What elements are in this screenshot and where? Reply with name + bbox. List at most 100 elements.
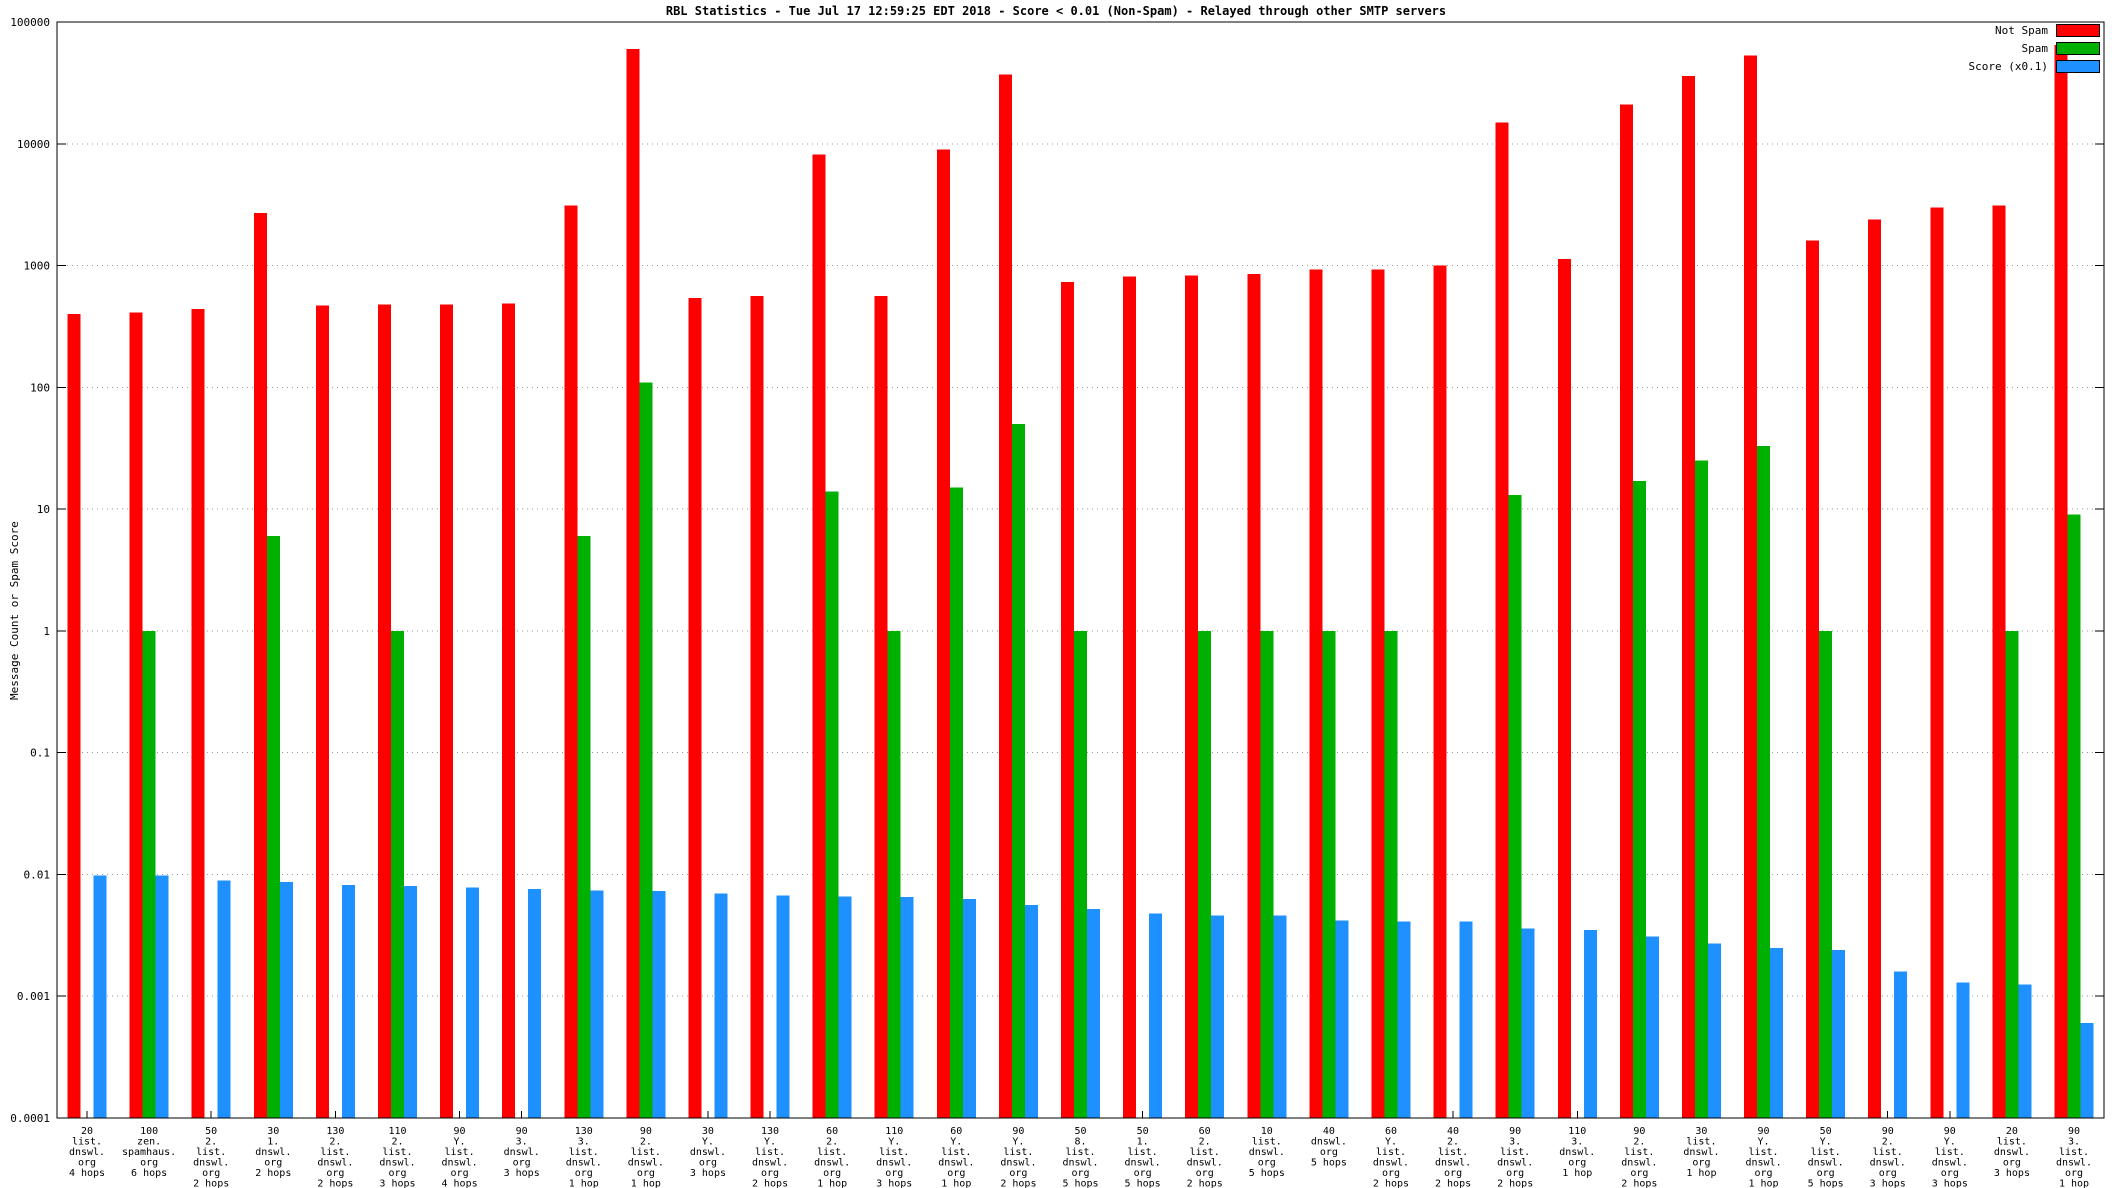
- x-axis-label: 90 Y. list. dnswl. org 1 hop: [1745, 1126, 1781, 1188]
- bar-score-x0-1: [776, 895, 790, 1118]
- chart-title: RBL Statistics - Tue Jul 17 12:59:25 EDT…: [665, 4, 1447, 18]
- bar-spam: [2005, 630, 2019, 1118]
- y-tick-label: 0.1: [30, 747, 50, 760]
- x-axis-label: 50 Y. list. dnswl. org 5 hops: [1808, 1126, 1844, 1188]
- x-axis-label: 110 Y. list. dnswl. org 3 hops: [876, 1126, 912, 1188]
- bar-not-spam: [874, 296, 888, 1118]
- bar-score-x0-1: [652, 891, 666, 1118]
- x-axis-label: 60 2. list. dnswl. org 1 hop: [814, 1126, 850, 1188]
- x-axis-label: 90 3. dnswl. org 3 hops: [504, 1126, 540, 1179]
- bar-not-spam: [2054, 44, 2068, 1119]
- bar-not-spam: [315, 305, 329, 1118]
- bar-spam: [887, 630, 901, 1118]
- legend-label-score: Score (x0.1): [1968, 60, 2048, 73]
- bar-not-spam: [1619, 104, 1633, 1118]
- bar-score-x0-1: [1770, 947, 1784, 1118]
- bar-not-spam: [1557, 259, 1571, 1118]
- bar-not-spam: [1371, 269, 1385, 1118]
- bar-not-spam: [440, 304, 454, 1118]
- bar-score-x0-1: [155, 875, 169, 1118]
- legend-swatch-spam: [2056, 42, 2100, 55]
- bar-spam: [1694, 460, 1708, 1118]
- x-axis-label: 10 list. dnswl. org 5 hops: [1249, 1126, 1285, 1179]
- bar-score-x0-1: [1583, 929, 1597, 1118]
- bar-spam: [577, 536, 591, 1118]
- bar-score-x0-1: [2080, 1023, 2094, 1118]
- bar-score-x0-1: [341, 884, 355, 1118]
- x-axis-label: 90 2. list. dnswl. org 2 hops: [1621, 1126, 1657, 1188]
- bar-spam: [1260, 630, 1274, 1118]
- y-tick-label: 100000: [10, 16, 50, 29]
- x-axis-label: 90 Y. list. dnswl. org 2 hops: [1000, 1126, 1036, 1188]
- legend-label-not-spam: Not Spam: [1995, 24, 2048, 37]
- bar-spam: [1074, 630, 1087, 1118]
- y-tick-label: 1: [43, 625, 50, 638]
- x-axis-label: 40 dnswl. org 5 hops: [1311, 1126, 1347, 1169]
- bar-not-spam: [998, 74, 1012, 1118]
- bar-score-x0-1: [1087, 909, 1100, 1118]
- y-tick-label: 1000: [24, 260, 51, 273]
- bar-not-spam: [1247, 274, 1261, 1118]
- y-tick-label: 10: [37, 503, 50, 516]
- bar-spam: [266, 536, 280, 1118]
- bar-not-spam: [502, 303, 516, 1118]
- bar-not-spam: [253, 213, 267, 1119]
- bar-score-x0-1: [466, 887, 480, 1118]
- x-axis-label: 30 Y. dnswl. org 3 hops: [690, 1126, 726, 1179]
- bar-score-x0-1: [1832, 949, 1846, 1118]
- bar-not-spam: [1185, 275, 1199, 1118]
- bar-not-spam: [129, 312, 143, 1119]
- bar-score-x0-1: [714, 893, 728, 1118]
- bar-score-x0-1: [1459, 921, 1473, 1118]
- x-axis-label: 30 list. dnswl. org 1 hop: [1683, 1126, 1719, 1179]
- x-axis-label: 130 Y. list. dnswl. org 2 hops: [752, 1126, 788, 1188]
- bar-not-spam: [1744, 55, 1758, 1119]
- bar-score-x0-1: [279, 881, 293, 1118]
- bar-score-x0-1: [1956, 982, 1970, 1118]
- x-axis-label: 60 Y. list. dnswl. org 1 hop: [938, 1126, 974, 1188]
- bar-not-spam: [626, 49, 640, 1119]
- legend-swatch-score: [2056, 60, 2100, 73]
- bar-not-spam: [1433, 265, 1447, 1118]
- bar-score-x0-1: [2018, 984, 2032, 1118]
- x-axis-label: 60 2. list. dnswl. org 2 hops: [1187, 1126, 1223, 1188]
- legend-label-spam: Spam: [2021, 42, 2049, 55]
- bar-spam: [2067, 514, 2081, 1118]
- bar-spam: [949, 487, 963, 1118]
- y-tick-label: 100: [30, 381, 50, 394]
- bar-spam: [1011, 423, 1025, 1119]
- bar-not-spam: [1061, 282, 1074, 1118]
- y-tick-label: 0.001: [17, 990, 50, 1003]
- x-axis-label: 110 2. list. dnswl. org 3 hops: [379, 1126, 415, 1188]
- x-axis-label: 90 2. list. dnswl. org 1 hop: [628, 1126, 664, 1188]
- bar-not-spam: [1309, 269, 1323, 1118]
- bar-not-spam: [750, 296, 764, 1118]
- x-axis-label: 50 8. list. dnswl. org 5 hops: [1062, 1126, 1098, 1188]
- bar-not-spam: [936, 149, 950, 1118]
- bar-not-spam: [1123, 276, 1137, 1118]
- bar-score-x0-1: [1273, 915, 1287, 1118]
- bar-not-spam: [1681, 76, 1695, 1119]
- bar-score-x0-1: [590, 890, 604, 1118]
- bar-not-spam: [1495, 122, 1509, 1118]
- bar-spam: [390, 630, 404, 1118]
- y-tick-label: 0.0001: [10, 1112, 50, 1125]
- bar-score-x0-1: [838, 896, 852, 1118]
- y-tick-label: 0.01: [24, 868, 51, 881]
- legend-swatch-not-spam: [2056, 24, 2100, 37]
- legend-entry-not-spam: Not Spam: [1969, 24, 2100, 37]
- bar-spam: [825, 491, 839, 1119]
- bar-not-spam: [812, 154, 826, 1119]
- bar-score-x0-1: [1645, 936, 1659, 1118]
- legend: Not Spam Spam Score (x0.1): [1969, 24, 2100, 73]
- x-axis-label: 130 3. list. dnswl. org 1 hop: [566, 1126, 602, 1188]
- x-axis-label: 90 Y. list. dnswl. org 4 hops: [442, 1126, 478, 1188]
- plot-border: [56, 21, 2105, 1119]
- x-axis-label: 90 3. list. dnswl. org 2 hops: [1497, 1126, 1533, 1188]
- x-axis-label: 50 1. list. dnswl. org 5 hops: [1125, 1126, 1161, 1188]
- x-axis-label: 110 3. dnswl. org 1 hop: [1559, 1126, 1595, 1179]
- bar-score-x0-1: [1707, 943, 1721, 1118]
- bar-spam: [1384, 630, 1398, 1118]
